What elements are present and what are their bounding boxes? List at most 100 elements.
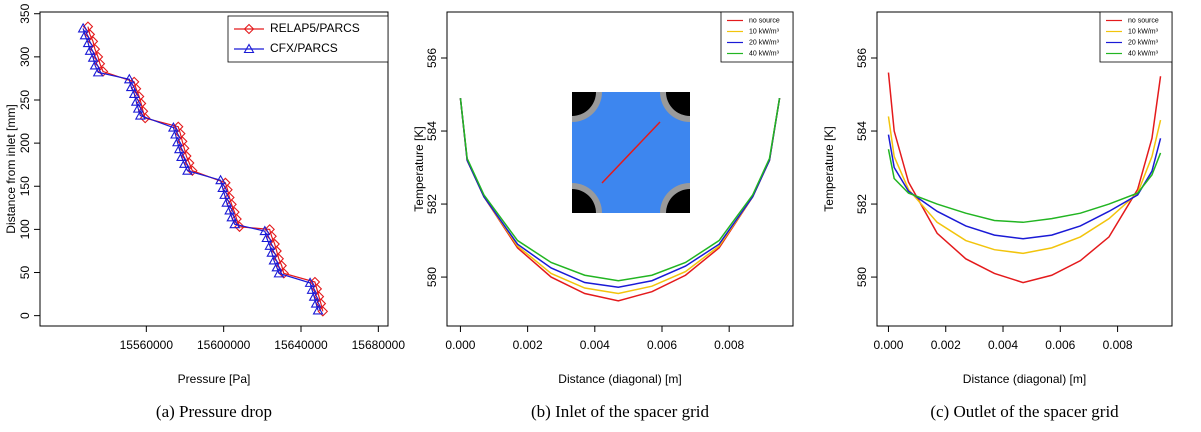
data-point	[234, 221, 245, 233]
x-tick-label: 0.002	[931, 338, 961, 352]
data-point	[304, 277, 316, 287]
data-point	[182, 165, 193, 175]
data-point	[261, 232, 273, 243]
x-tick-label: 15560000	[120, 338, 174, 352]
x-tick-label: 0.008	[1103, 338, 1133, 352]
legend-label: no source	[749, 17, 780, 24]
series-line	[887, 72, 1162, 284]
rod	[666, 189, 690, 213]
data-point	[221, 197, 233, 207]
series-line	[87, 26, 324, 312]
data-point	[306, 284, 318, 294]
x-tick-label: 0.008	[714, 338, 744, 352]
data-point	[273, 253, 285, 264]
legend-label: 10 kW/m³	[749, 28, 780, 35]
legend-label: no source	[1128, 17, 1159, 24]
data-point	[271, 261, 283, 272]
data-point	[217, 182, 229, 193]
data-point	[273, 267, 285, 278]
y-tick-label: 586	[425, 48, 439, 68]
data-point	[130, 96, 142, 106]
series-line	[887, 149, 1162, 224]
data-point	[219, 189, 231, 199]
data-point	[229, 218, 241, 229]
x-tick-label: 15640000	[274, 338, 328, 352]
data-point	[84, 45, 96, 55]
x-tick-label: 15600000	[197, 338, 251, 352]
y-axis-label: Temperature [K]	[822, 126, 836, 211]
data-point	[178, 158, 190, 168]
data-point	[259, 225, 271, 236]
plot-frame	[446, 11, 794, 327]
data-point	[167, 121, 179, 132]
plot-frame	[39, 11, 389, 327]
legend-marker	[243, 23, 255, 35]
x-axis-label: Pressure [Pa]	[178, 372, 251, 386]
y-tick-label: 150	[18, 176, 32, 196]
data-point	[312, 304, 324, 315]
data-point	[79, 29, 91, 40]
y-tick-label: 50	[18, 266, 32, 280]
y-tick-label: 582	[425, 194, 439, 214]
x-axis-label: Distance (diagonal) [m]	[963, 372, 1086, 386]
rod	[666, 92, 690, 116]
y-tick-label: 300	[18, 47, 32, 67]
data-point	[308, 291, 320, 301]
data-point	[132, 102, 144, 113]
x-tick-label: 0.000	[445, 338, 475, 352]
data-point	[172, 136, 183, 147]
legend-label: 40 kW/m³	[749, 50, 780, 57]
data-point	[87, 52, 99, 62]
data-point	[92, 66, 104, 77]
y-tick-label: 584	[425, 121, 439, 141]
data-point	[89, 43, 101, 55]
y-tick-label: 200	[18, 133, 32, 153]
data-point	[123, 73, 135, 84]
data-point	[268, 254, 280, 265]
legend-label: 40 kW/m³	[1128, 50, 1159, 57]
legend-label: RELAP5/PARCS	[270, 21, 360, 35]
data-point	[89, 59, 101, 70]
caption: (b) Inlet of the spacer grid	[531, 402, 709, 421]
x-tick-label: 0.006	[647, 338, 677, 352]
y-axis-label: Temperature [K]	[412, 126, 426, 211]
x-tick-label: 0.004	[988, 338, 1018, 352]
data-point	[82, 37, 94, 48]
caption: (a) Pressure drop	[156, 402, 272, 421]
y-tick-label: 582	[855, 194, 869, 214]
data-point	[176, 151, 187, 161]
x-tick-label: 0.004	[580, 338, 610, 352]
data-point	[224, 204, 236, 215]
inset-diagram	[572, 92, 690, 213]
series-line	[459, 98, 781, 282]
data-point	[215, 174, 227, 185]
data-point	[134, 109, 146, 120]
data-point	[170, 128, 181, 139]
caption: (c) Outlet of the spacer grid	[930, 402, 1119, 421]
x-tick-label: 0.006	[1045, 338, 1075, 352]
series-line	[459, 98, 781, 289]
data-point	[94, 58, 106, 70]
data-point	[128, 88, 140, 99]
data-point	[264, 240, 276, 250]
legend-label: CFX/PARCS	[270, 41, 338, 55]
data-point	[266, 247, 278, 257]
legend-box	[227, 15, 389, 63]
series-line	[887, 134, 1162, 240]
legend-label: 20 kW/m³	[1128, 39, 1159, 46]
data-point	[77, 22, 89, 33]
rod	[572, 92, 596, 116]
data-point	[310, 297, 322, 308]
x-tick-label: 15680000	[352, 338, 406, 352]
x-tick-label: 0.002	[513, 338, 543, 352]
rod	[572, 189, 596, 213]
diagonal-line	[601, 121, 661, 184]
y-tick-label: 584	[855, 121, 869, 141]
legend-marker	[243, 43, 255, 54]
data-point	[125, 81, 137, 92]
data-point	[226, 211, 238, 222]
series-line	[887, 116, 1162, 255]
legend-label: 20 kW/m³	[749, 39, 780, 46]
